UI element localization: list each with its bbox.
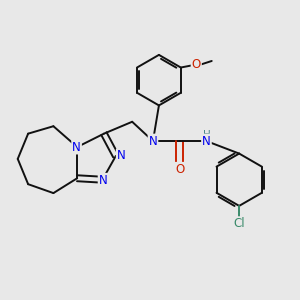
Text: N: N	[72, 140, 81, 154]
Text: N: N	[117, 149, 125, 162]
Text: N: N	[148, 135, 157, 148]
Text: H: H	[202, 130, 210, 140]
Text: O: O	[192, 58, 201, 71]
Text: N: N	[99, 174, 107, 187]
Text: N: N	[202, 135, 211, 148]
Text: Cl: Cl	[233, 217, 245, 230]
Text: O: O	[175, 163, 184, 176]
